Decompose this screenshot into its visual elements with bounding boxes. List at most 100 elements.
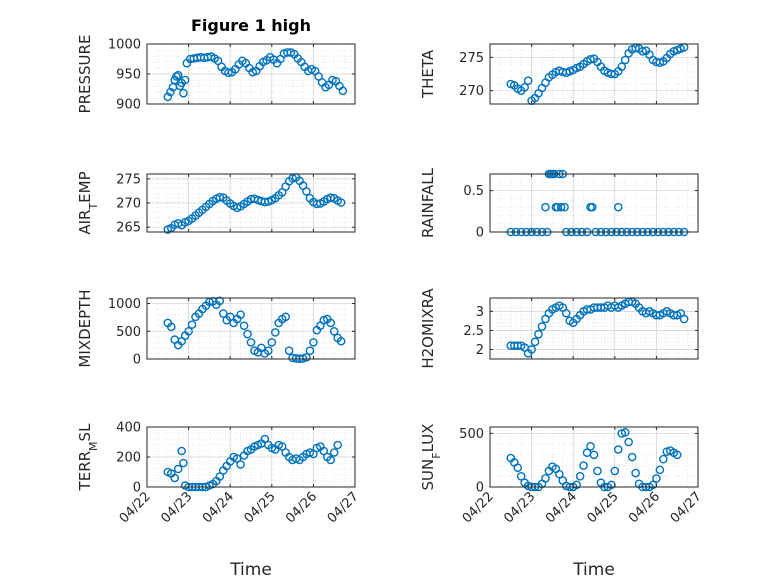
data-point	[187, 320, 197, 329]
data-point	[270, 328, 280, 337]
data-point	[236, 460, 245, 469]
data-point	[575, 471, 585, 481]
data-point	[672, 450, 682, 460]
data-point	[326, 455, 336, 465]
data-point	[655, 465, 665, 475]
data-point	[326, 193, 336, 202]
data-point	[560, 202, 569, 212]
data-point	[613, 202, 623, 212]
data-point	[624, 437, 633, 447]
y-tick-label: 0	[133, 353, 141, 368]
y-tick-label: 400	[116, 421, 141, 436]
data-point	[610, 466, 620, 476]
data-point	[638, 47, 647, 56]
data-point	[326, 318, 336, 328]
data-point	[537, 322, 547, 331]
data-point	[534, 329, 543, 339]
data-point	[302, 353, 311, 362]
data-point	[173, 70, 183, 80]
plot-area	[490, 174, 698, 232]
data-point	[620, 428, 630, 437]
y-tick-label: 3	[476, 305, 484, 320]
data-point	[177, 446, 186, 456]
y-axis-label: TERRMSL	[76, 423, 100, 492]
data-point	[541, 202, 550, 212]
axes-box	[489, 43, 699, 105]
data-point	[541, 474, 550, 483]
y-tick-label: 2.5	[463, 324, 484, 339]
data-point	[236, 310, 245, 319]
data-point	[215, 296, 225, 306]
data-point	[586, 441, 595, 451]
data-point	[309, 338, 318, 347]
data-point	[170, 473, 180, 483]
data-point	[336, 336, 346, 346]
data-point	[520, 83, 529, 92]
y-axis-label: MIXDEPTH	[76, 289, 94, 367]
y-axis-label: SUNFLUX	[419, 424, 443, 491]
data-point	[173, 464, 183, 474]
y-tick-label: 1000	[108, 38, 141, 53]
data-point	[179, 458, 188, 468]
data-point	[527, 345, 536, 354]
subplot-5: 0 500 1000 MIXDEPTH	[76, 289, 356, 368]
data-point	[333, 440, 342, 450]
data-point	[329, 326, 339, 336]
data-point	[243, 329, 252, 339]
data-point	[613, 445, 623, 454]
y-tick-label: 0.5	[463, 184, 484, 199]
data-point	[627, 452, 637, 462]
y-tick-label: 270	[116, 197, 141, 212]
subplot-grid: 900 950 1000 PRESSURE 270 275 THETA 265 270 275 AI…	[76, 35, 705, 527]
data-point	[163, 92, 173, 102]
data-point	[166, 87, 175, 97]
axes-box	[146, 297, 356, 360]
data-point	[302, 187, 311, 196]
y-axis-label: H2OMIXRA	[419, 288, 437, 369]
data-point	[246, 338, 256, 347]
y-tick-label: 1000	[108, 297, 141, 312]
y-tick-label: 900	[116, 98, 141, 113]
y-tick-label: 275	[116, 172, 141, 187]
y-axis-label: PRESSURE	[76, 35, 94, 114]
y-tick-label: 500	[116, 325, 141, 340]
data-point	[593, 466, 602, 476]
data-point	[267, 338, 277, 347]
data-point	[513, 463, 523, 473]
subplot-4: 0 0.5 RAINFALL	[419, 167, 699, 241]
y-tick-label: 2	[476, 343, 484, 358]
data-point	[224, 68, 233, 78]
data-point	[239, 321, 249, 331]
data-point	[329, 448, 339, 457]
y-tick-label: 0	[476, 226, 484, 241]
y-tick-label: 0	[133, 481, 141, 496]
data-point	[579, 461, 588, 470]
y-tick-label: 500	[459, 427, 484, 442]
data-point	[556, 202, 566, 212]
data-point	[284, 346, 294, 355]
axes-box	[489, 173, 699, 233]
data-point	[336, 198, 346, 207]
y-axis-label: THETA	[419, 49, 437, 99]
y-tick-label: 0	[476, 481, 484, 496]
y-tick-label: 200	[116, 451, 141, 466]
data-point	[620, 55, 630, 65]
subplot-1: 900 950 1000 PRESSURE	[76, 35, 356, 114]
data-point	[172, 72, 181, 81]
data-point	[215, 192, 225, 202]
data-point	[523, 76, 533, 85]
y-tick-label: 270	[459, 84, 484, 99]
data-point	[589, 450, 599, 460]
figure-title: Figure 1 high	[191, 16, 311, 35]
data-point	[179, 88, 188, 98]
data-point	[264, 346, 273, 355]
data-point	[281, 312, 290, 322]
data-point	[180, 75, 190, 85]
data-point	[631, 468, 640, 478]
y-tick-label: 265	[116, 221, 141, 236]
data-point	[561, 308, 571, 318]
data-point	[184, 326, 193, 336]
data-point	[555, 469, 564, 479]
data-point	[679, 314, 689, 324]
